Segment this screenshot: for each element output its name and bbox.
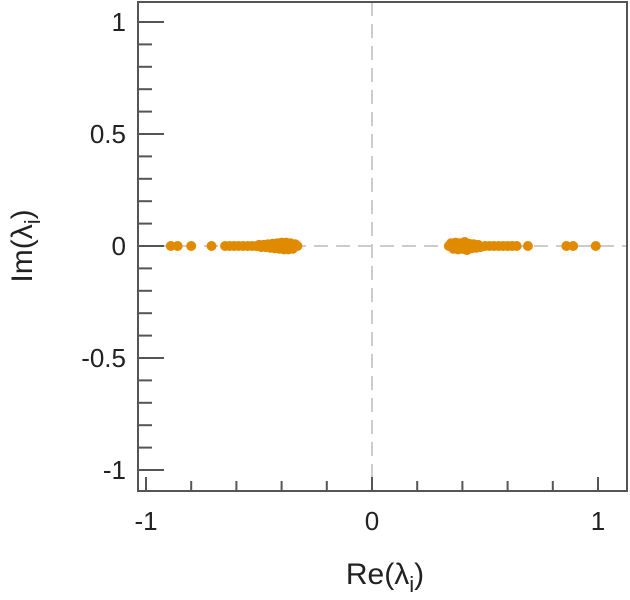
- y-tick-label: -0.5: [81, 343, 126, 373]
- data-point: [172, 241, 183, 251]
- data-point: [466, 241, 477, 251]
- data-point: [590, 241, 601, 251]
- x-tick-label: 1: [591, 506, 605, 536]
- data-point: [522, 241, 533, 251]
- y-axis-title: Im(λi): [6, 209, 45, 282]
- x-axis-title: Re(λi): [346, 558, 424, 597]
- y-tick-label: 1: [112, 7, 126, 37]
- data-point: [568, 241, 579, 251]
- x-tick-label: -1: [134, 506, 157, 536]
- y-tick-label: 0.5: [90, 119, 126, 149]
- x-tick-label: 0: [365, 506, 379, 536]
- data-point: [186, 241, 197, 251]
- data-point: [287, 241, 298, 251]
- data-point: [511, 241, 522, 251]
- data-point: [206, 241, 217, 251]
- y-tick-label: -1: [103, 455, 126, 485]
- y-tick-label: 0: [112, 231, 126, 261]
